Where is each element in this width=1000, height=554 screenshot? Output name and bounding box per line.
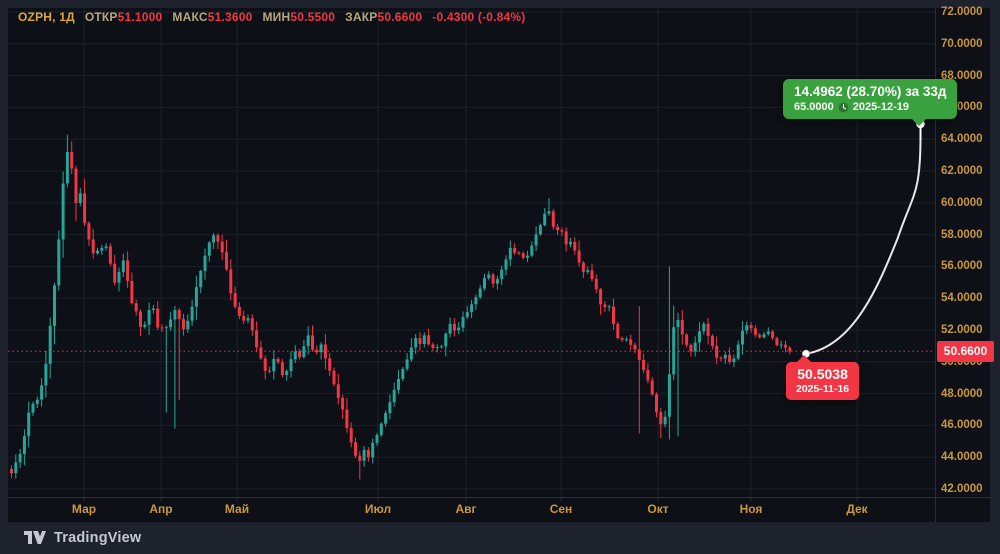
measure-callout[interactable]: 14.4962 (28.70%) за 33д 65.0000 2025-12-… [783, 79, 958, 126]
ohlc-fields: ОТКР 51.1000 МАКС 51.3600 МИН 50.5500 ЗАКР 5… [85, 10, 422, 24]
ohlc-field: ЗАКР 50.6600 [345, 10, 422, 24]
time-axis-label: Ноя [739, 502, 763, 516]
symbol-title[interactable]: OZPH, 1Д [18, 10, 75, 24]
ohlc-field-value: 51.1000 [117, 10, 163, 24]
ohlc-field-label: ЗАКР [345, 10, 378, 24]
symbol-legend: OZPH, 1Д ОТКР 51.1000 МАКС 51.3600 МИН 50.5… [18, 10, 526, 24]
time-axis-label: Дек [846, 502, 868, 516]
last-price-tag: 50.6600 [937, 340, 994, 362]
price-axis-label: 64.0000 [941, 133, 983, 146]
bottom-bar: TradingView [0, 522, 1000, 554]
price-axis-label: 60.0000 [941, 196, 983, 209]
measure-target-date: 2025-12-19 [852, 101, 910, 113]
price-axis-label: 46.0000 [941, 419, 983, 432]
grid-layer [8, 8, 935, 501]
price-axis[interactable]: 72.0000 70.0000 68.0000 66.0000 64.0000 62.00… [936, 6, 990, 497]
time-axis[interactable]: Мар Апр Май Июл Авг Сен Окт Ноя Дек [8, 498, 990, 522]
price-axis-label: 48.0000 [941, 387, 983, 400]
measure-target-row: 65.0000 2025-12-19 [794, 101, 946, 113]
ohlc-field-label: МАКС [172, 10, 208, 24]
tradingview-logo-icon[interactable] [24, 531, 46, 545]
price-axis-label: 58.0000 [941, 228, 983, 241]
change-value: -0.4300 (-0.84%) [432, 10, 526, 24]
price-axis-label: 72.0000 [941, 6, 983, 18]
ohlc-field-value: 50.6600 [377, 10, 423, 24]
anchor-callout[interactable]: 50.5038 2025-11-16 [786, 355, 860, 400]
measure-target-price: 65.0000 [794, 101, 834, 113]
ohlc-field-label: ОТКР [84, 10, 118, 24]
price-axis-label: 52.0000 [941, 324, 983, 336]
price-axis-label: 42.0000 [941, 483, 983, 495]
ohlc-field: ОТКР 51.1000 [85, 10, 163, 24]
time-axis-label: Окт [647, 502, 669, 516]
price-axis-label: 56.0000 [941, 260, 983, 273]
ohlc-field-value: 51.3600 [207, 10, 253, 24]
clock-icon [838, 102, 849, 112]
trend-arrow [805, 135, 922, 355]
time-axis-label: Мар [71, 502, 97, 516]
ohlc-field: МАКС 51.3600 [172, 10, 252, 24]
anchor-date: 2025-11-16 [796, 383, 850, 395]
price-axis-label: 70.0000 [941, 37, 983, 50]
time-axis-label: Авг [455, 502, 477, 516]
candles-layer [10, 134, 792, 480]
price-axis-label: 44.0000 [941, 451, 983, 464]
ohlc-field-value: 50.5500 [290, 10, 336, 24]
tradingview-logo-text[interactable]: TradingView [54, 530, 142, 546]
price-axis-label: 68.0000 [941, 69, 983, 82]
anchor-price: 50.5038 [797, 366, 848, 382]
price-axis-label: 62.0000 [941, 165, 983, 177]
measure-change-text: 14.4962 (28.70%) за 33д [794, 84, 947, 99]
ohlc-field-label: МИН [262, 10, 291, 24]
time-axis-label: Сен [549, 502, 573, 516]
time-axis-label: Июл [364, 502, 392, 516]
ohlc-field: МИН 50.5500 [262, 10, 335, 24]
time-axis-label: Май [224, 502, 250, 516]
price-axis-label: 54.0000 [941, 292, 983, 305]
time-axis-label: Апр [149, 502, 173, 516]
